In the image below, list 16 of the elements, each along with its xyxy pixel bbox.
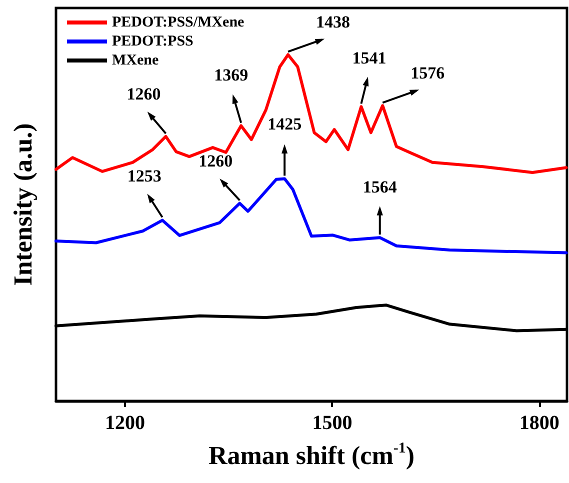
legend-label: MXene	[112, 52, 159, 68]
annotation: 1541	[352, 48, 386, 68]
annotation: 1425	[268, 114, 302, 134]
legend-label: PEDOT:PSS	[112, 34, 194, 50]
annotation: 1438	[316, 12, 350, 32]
annotation: 1576	[410, 64, 445, 83]
x-tick-label: 1200	[105, 412, 146, 434]
annotation: 1564	[362, 178, 398, 197]
annotation: 1260	[126, 84, 161, 104]
legend-label: PEDOT:PSS/MXene	[112, 14, 245, 30]
x-tick-label: 1500	[312, 412, 352, 434]
y-axis-title: Intensity (a.u.)	[8, 123, 38, 286]
x-tick-label: 1800	[519, 412, 560, 434]
annotation: 1260	[198, 151, 233, 170]
annotation: 1253	[127, 166, 162, 186]
annotation: 1369	[214, 66, 248, 85]
